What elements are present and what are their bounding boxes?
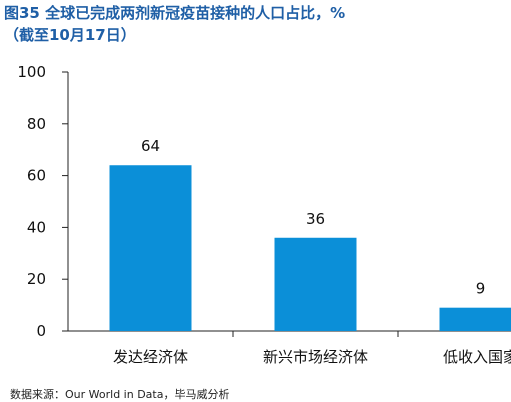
x-axis-categories: 发达经济体 新兴市场经济体 低收入国家	[113, 331, 511, 366]
chart-title-block: 图35 全球已完成两剂新冠疫苗接种的人口占比，% （截至10月17日）	[4, 2, 345, 46]
bar-3	[439, 307, 511, 331]
chart-title: 图35 全球已完成两剂新冠疫苗接种的人口占比，%	[4, 4, 346, 22]
y-axis-ticks: 0 20 40 60 80 100	[17, 63, 68, 340]
y-tick-label: 40	[27, 218, 46, 236]
y-tick-label: 80	[27, 115, 46, 133]
data-labels: 64 36 9	[141, 137, 485, 297]
data-source-note: 数据来源：Our World in Data，毕马威分析	[10, 388, 230, 401]
y-tick-label: 100	[17, 63, 46, 81]
chart-subtitle: （截至10月17日）	[4, 26, 136, 44]
bar-series	[109, 165, 511, 331]
y-tick-label: 20	[27, 270, 46, 288]
bar-2	[274, 237, 357, 331]
data-label-1: 64	[141, 137, 160, 155]
category-label-1: 发达经济体	[113, 348, 188, 366]
category-label-3: 低收入国家	[443, 348, 511, 366]
category-label-2: 新兴市场经济体	[263, 348, 368, 366]
bar-1	[109, 165, 192, 331]
data-label-2: 36	[306, 210, 325, 228]
y-tick-label: 60	[27, 167, 46, 185]
data-label-3: 9	[476, 280, 486, 298]
y-tick-label: 0	[36, 322, 46, 340]
